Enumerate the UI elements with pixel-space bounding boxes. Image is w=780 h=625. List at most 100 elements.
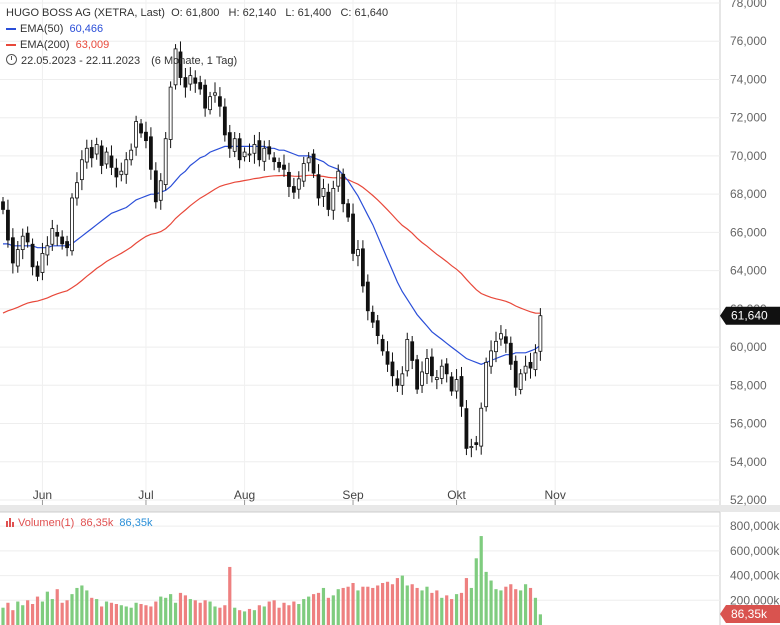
candle-body	[252, 144, 257, 154]
candle-body	[168, 86, 173, 140]
candle-body	[232, 138, 237, 152]
volume-bar	[469, 587, 473, 625]
candle-body	[331, 188, 336, 211]
candle-body	[375, 320, 380, 337]
volume-bar	[183, 595, 188, 625]
ema200-value: 63,009	[75, 39, 110, 51]
candle-body	[321, 188, 326, 197]
candle-body	[267, 146, 272, 155]
candle-body	[287, 171, 291, 187]
candle-body	[129, 149, 134, 161]
volume-bar	[11, 610, 15, 625]
volume-bar	[173, 602, 178, 625]
volume-bar	[223, 605, 227, 625]
candle-body	[25, 232, 30, 243]
candle-body	[79, 159, 84, 181]
price-tick-label: 72,000	[730, 111, 767, 125]
volume-bar	[385, 581, 390, 625]
candle-body	[311, 153, 316, 174]
candle-body	[183, 77, 188, 88]
candle-body	[237, 138, 242, 161]
price-tick-label: 58,000	[730, 378, 767, 392]
period-label: (6 Monate, 1 Tag)	[151, 55, 238, 67]
volume-bar	[75, 587, 79, 625]
candle-body	[75, 182, 79, 199]
candle-body	[459, 376, 464, 407]
volume-bar	[514, 589, 518, 625]
candle-body	[89, 147, 94, 159]
candle-body	[479, 407, 484, 447]
volume-bar	[134, 602, 138, 625]
instrument-line: HUGO BOSS AG (XETRA, Last) O: 61,800 H: …	[6, 5, 388, 21]
candle-body	[173, 48, 178, 86]
volume-bar	[85, 590, 89, 625]
volume-bar	[124, 606, 128, 625]
candle-body	[124, 159, 129, 175]
candle-body	[163, 138, 168, 185]
candle-body	[272, 157, 277, 163]
candle-body	[356, 249, 360, 257]
candle-body	[410, 341, 415, 361]
candle-body	[218, 96, 222, 107]
volume-bar	[302, 599, 306, 625]
month-tick-label: Nov	[544, 488, 565, 502]
volume-label: Volumen(1)	[18, 517, 75, 529]
volume-bar	[119, 605, 123, 625]
volume-bar	[95, 599, 99, 625]
candle-body	[484, 361, 489, 408]
candle-body	[395, 378, 400, 386]
candle-body	[65, 241, 69, 249]
volume-bar	[336, 589, 340, 625]
volume-legend[interactable]: Volumen(1) 86,35k 86,35k	[6, 515, 152, 531]
volume-bar	[425, 586, 429, 625]
volume-bar	[499, 590, 503, 625]
candle-body	[523, 365, 528, 374]
candle-body	[326, 191, 331, 210]
volume-bar	[45, 591, 49, 625]
candle-body	[30, 243, 35, 268]
volume-bar	[35, 596, 40, 625]
candle-body	[257, 140, 262, 161]
candle-body	[434, 377, 439, 380]
instrument-name: HUGO BOSS AG (XETRA, Last)	[6, 7, 165, 19]
candle-body	[198, 82, 203, 90]
price-tick-label: 52,000	[730, 493, 767, 507]
volume-bar	[504, 586, 508, 625]
price-tick-label: 78,000	[730, 0, 767, 10]
volume-bar	[60, 602, 64, 625]
ema50-legend[interactable]: EMA(50) 60,466	[6, 21, 103, 37]
volume-bar	[159, 596, 163, 625]
ema200-label: EMA(200)	[20, 39, 70, 51]
ema200-swatch	[6, 44, 16, 47]
month-tick-label: Jun	[33, 488, 52, 502]
candle-body	[296, 178, 301, 190]
candle-body	[40, 253, 45, 273]
volume-bar	[316, 592, 321, 625]
volume-bar	[341, 587, 345, 625]
volume-bar	[6, 602, 10, 625]
candle-body	[203, 84, 208, 109]
candle-body	[360, 248, 365, 287]
month-tick-label: Aug	[234, 488, 255, 502]
candle-body	[10, 237, 15, 264]
candle-body	[385, 351, 390, 365]
price-tick-label: 64,000	[730, 264, 767, 278]
candle-body	[139, 123, 143, 134]
candle-body	[533, 352, 538, 371]
volume-bar	[459, 592, 464, 625]
candle-body	[114, 167, 119, 178]
price-tick-label: 60,000	[730, 340, 767, 354]
volume-bar	[1, 607, 5, 625]
ema200-legend[interactable]: EMA(200) 63,009	[6, 37, 109, 53]
volume-bar	[149, 606, 153, 625]
volume-bar	[390, 584, 395, 625]
volume-bar	[430, 592, 434, 625]
volume-bar	[139, 604, 143, 625]
candle-body	[444, 363, 449, 375]
candle-body	[518, 373, 523, 390]
candle-body	[222, 106, 227, 136]
volume-bars-icon-part	[9, 518, 11, 527]
ema50-swatch	[6, 28, 16, 31]
candle-body	[193, 77, 198, 84]
candle-body	[499, 333, 503, 340]
